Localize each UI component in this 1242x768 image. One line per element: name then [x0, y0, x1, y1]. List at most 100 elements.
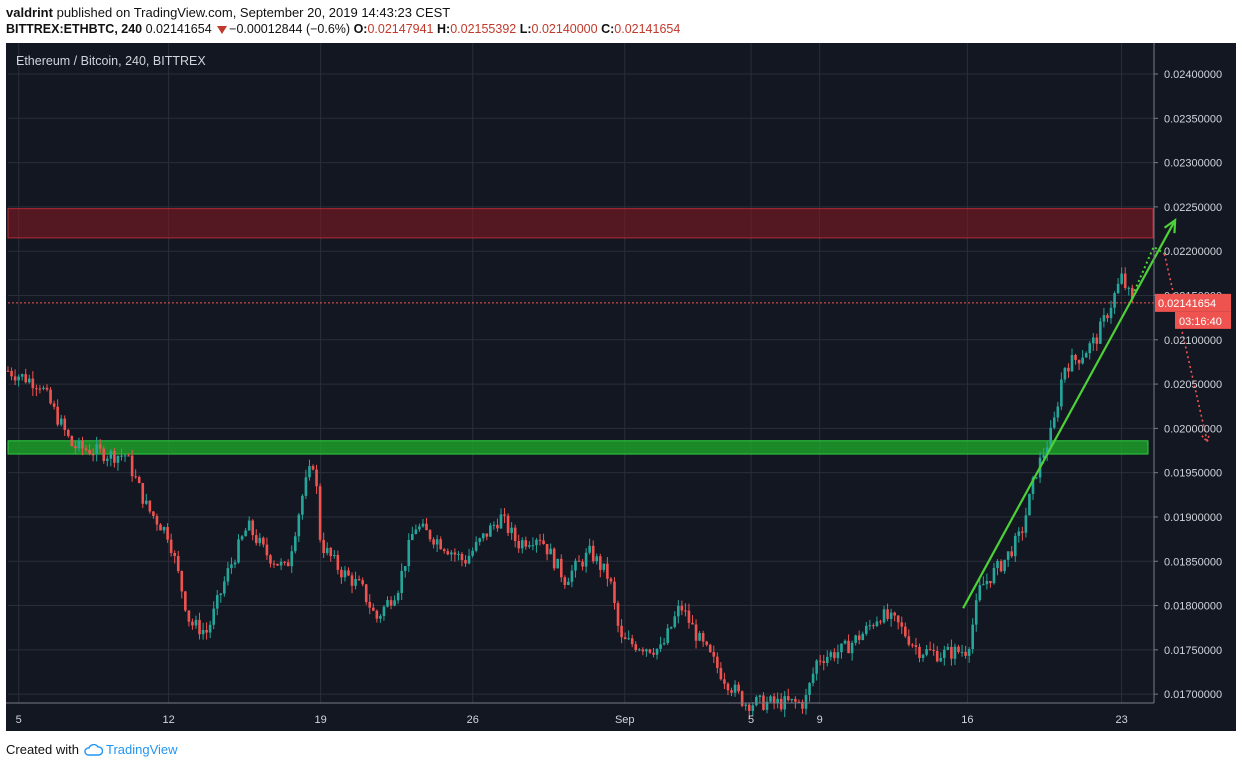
candle-body: [149, 501, 152, 512]
candle-body: [606, 564, 609, 579]
candle-body: [113, 451, 116, 463]
candle-body: [1064, 368, 1067, 380]
candle-body: [418, 527, 421, 530]
candle-body: [386, 600, 389, 607]
candle-body: [461, 554, 464, 560]
candle-body: [290, 551, 293, 566]
candle-body: [649, 649, 652, 652]
candle-body: [723, 679, 726, 683]
candle-body: [663, 643, 666, 644]
candle-body: [659, 644, 662, 649]
candle-body: [815, 661, 818, 674]
candle-body: [510, 528, 513, 533]
candle-body: [546, 544, 549, 554]
candle-body: [400, 571, 403, 593]
candle-body: [978, 585, 981, 600]
candle-body: [503, 514, 506, 515]
candle-body: [63, 419, 66, 430]
candle-body: [720, 668, 723, 679]
tradingview-logo-text[interactable]: TradingView: [106, 742, 178, 757]
candle-body: [255, 535, 258, 543]
candle-body: [971, 625, 974, 649]
down-triangle-icon: [217, 26, 227, 34]
candle-body: [751, 705, 754, 711]
candle-body: [92, 454, 95, 455]
candle-body: [347, 570, 350, 575]
candle-body: [227, 568, 230, 581]
candle-body: [691, 623, 694, 625]
candle-body: [407, 540, 410, 566]
candle-body: [879, 621, 882, 622]
high-value: 0.02155392: [450, 22, 516, 36]
candle-body: [1092, 338, 1095, 344]
candle-body: [88, 450, 91, 454]
candle-body: [99, 444, 102, 448]
low-label: L:: [520, 22, 532, 36]
candle-body: [485, 533, 488, 536]
candle-body: [315, 470, 318, 487]
candle-body: [826, 657, 829, 663]
author-name[interactable]: valdrint: [6, 5, 53, 20]
candle-body: [922, 655, 925, 658]
candle-body: [432, 539, 435, 544]
candle-body: [741, 691, 744, 706]
candle-body: [939, 658, 942, 661]
x-tick-label: 19: [315, 714, 327, 726]
candle-body: [943, 650, 946, 658]
candle-body: [993, 568, 996, 583]
candle-body: [198, 620, 201, 634]
candle-body: [773, 696, 776, 703]
candle-body: [886, 609, 889, 619]
candle-body: [1017, 531, 1020, 535]
candle-body: [656, 649, 659, 655]
x-tick-label: 5: [16, 714, 22, 726]
candle-body: [134, 476, 137, 477]
candle-body: [904, 627, 907, 637]
y-tick-label: 0.01750000: [1164, 645, 1222, 657]
candle-body: [549, 549, 552, 555]
x-tick-label: 23: [1115, 714, 1127, 726]
candle-body: [514, 528, 517, 541]
ohlc-line: BITTREX:ETHBTC, 240 0.02141654 −0.000128…: [6, 22, 680, 36]
candle-body: [67, 430, 70, 436]
candle-body: [599, 556, 602, 570]
candle-body: [102, 449, 105, 461]
candle-body: [819, 661, 822, 662]
candle-body: [861, 634, 864, 640]
candle-body: [564, 577, 567, 585]
candle-body: [95, 444, 98, 454]
candle-body: [145, 501, 148, 504]
candle-body: [769, 696, 772, 701]
candle-body: [415, 529, 418, 534]
candle-body: [542, 540, 545, 544]
candle-body: [280, 562, 283, 566]
candle-body: [358, 579, 361, 580]
candle-body: [634, 644, 637, 650]
open-label: O:: [354, 22, 368, 36]
candle-body: [968, 649, 971, 656]
candle-body: [535, 540, 538, 545]
candle-body: [237, 539, 240, 562]
candle-body: [322, 540, 325, 553]
chart-title: Ethereum / Bitcoin, 240, BITTREX: [16, 54, 206, 68]
y-tick-label: 0.02350000: [1164, 113, 1222, 125]
candle-body: [124, 455, 127, 456]
candle-body: [17, 377, 20, 381]
candle-body: [989, 581, 992, 583]
candle-body: [1053, 417, 1056, 427]
candle-body: [954, 647, 957, 659]
price-chart[interactable]: 0.02400000 0.02350000 0.02300000 0.02250000…: [6, 43, 1236, 731]
candle-body: [908, 636, 911, 644]
candle-body: [705, 642, 708, 645]
x-tick-label: Sep: [615, 714, 635, 726]
candle-body: [251, 521, 254, 536]
candle-body: [188, 610, 191, 621]
candle-body: [312, 466, 315, 469]
candle-body: [1096, 338, 1099, 344]
candle-body: [1010, 551, 1013, 556]
candle-body: [780, 699, 783, 710]
candle-body: [276, 564, 279, 566]
candle-body: [925, 649, 928, 655]
candle-body: [759, 695, 762, 697]
candle-body: [996, 561, 999, 568]
